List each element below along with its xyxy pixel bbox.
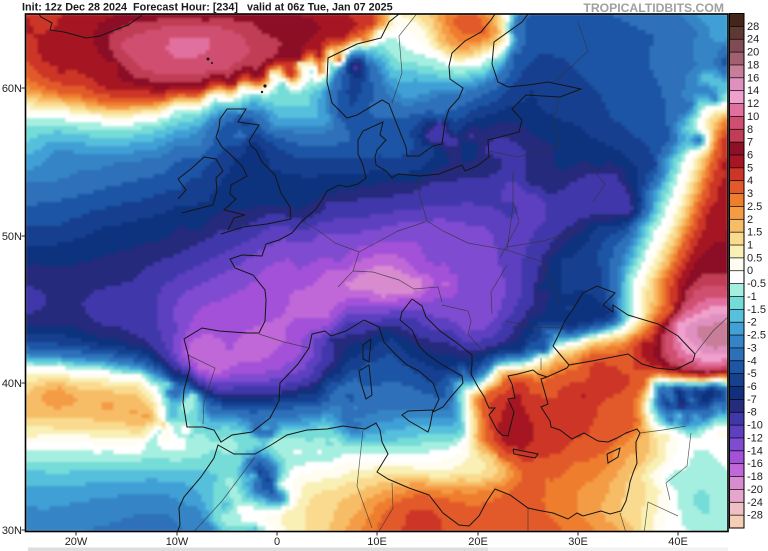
svg-text:-8: -8 (747, 407, 757, 419)
svg-text:-2: -2 (747, 317, 757, 329)
svg-text:-6: -6 (747, 381, 757, 393)
svg-text:8: 8 (747, 124, 753, 136)
svg-text:16: 16 (747, 72, 759, 84)
svg-text:-4: -4 (747, 355, 757, 367)
svg-text:-14: -14 (747, 445, 763, 457)
svg-text:0: 0 (747, 265, 753, 277)
svg-text:2.5: 2.5 (747, 201, 762, 213)
svg-text:18: 18 (747, 60, 759, 72)
svg-text:-1: -1 (747, 291, 757, 303)
svg-text:0.5: 0.5 (747, 252, 762, 264)
svg-text:-12: -12 (747, 433, 763, 445)
svg-text:1: 1 (747, 240, 753, 252)
svg-text:24: 24 (747, 34, 759, 46)
svg-text:-2.5: -2.5 (747, 330, 766, 342)
svg-text:-24: -24 (747, 497, 763, 509)
svg-text:20: 20 (747, 47, 759, 59)
svg-text:14: 14 (747, 85, 759, 97)
svg-text:-16: -16 (747, 458, 763, 470)
svg-text:-1.5: -1.5 (747, 304, 766, 316)
svg-text:12: 12 (747, 98, 759, 110)
svg-text:7: 7 (747, 137, 753, 149)
svg-text:6: 6 (747, 150, 753, 162)
svg-text:-5: -5 (747, 368, 757, 380)
svg-text:1.5: 1.5 (747, 227, 762, 239)
svg-text:3: 3 (747, 188, 753, 200)
svg-text:4: 4 (747, 175, 753, 187)
svg-text:-0.5: -0.5 (747, 278, 766, 290)
svg-text:-28: -28 (747, 510, 763, 522)
svg-text:-20: -20 (747, 484, 763, 496)
svg-text:10: 10 (747, 111, 759, 123)
svg-text:-3: -3 (747, 342, 757, 354)
svg-text:2: 2 (747, 214, 753, 226)
svg-text:-7: -7 (747, 394, 757, 406)
svg-text:5: 5 (747, 162, 753, 174)
svg-text:60N: 60N (2, 83, 22, 95)
svg-text:28: 28 (747, 21, 759, 33)
svg-text:-10: -10 (747, 420, 763, 432)
svg-text:-18: -18 (747, 471, 763, 483)
